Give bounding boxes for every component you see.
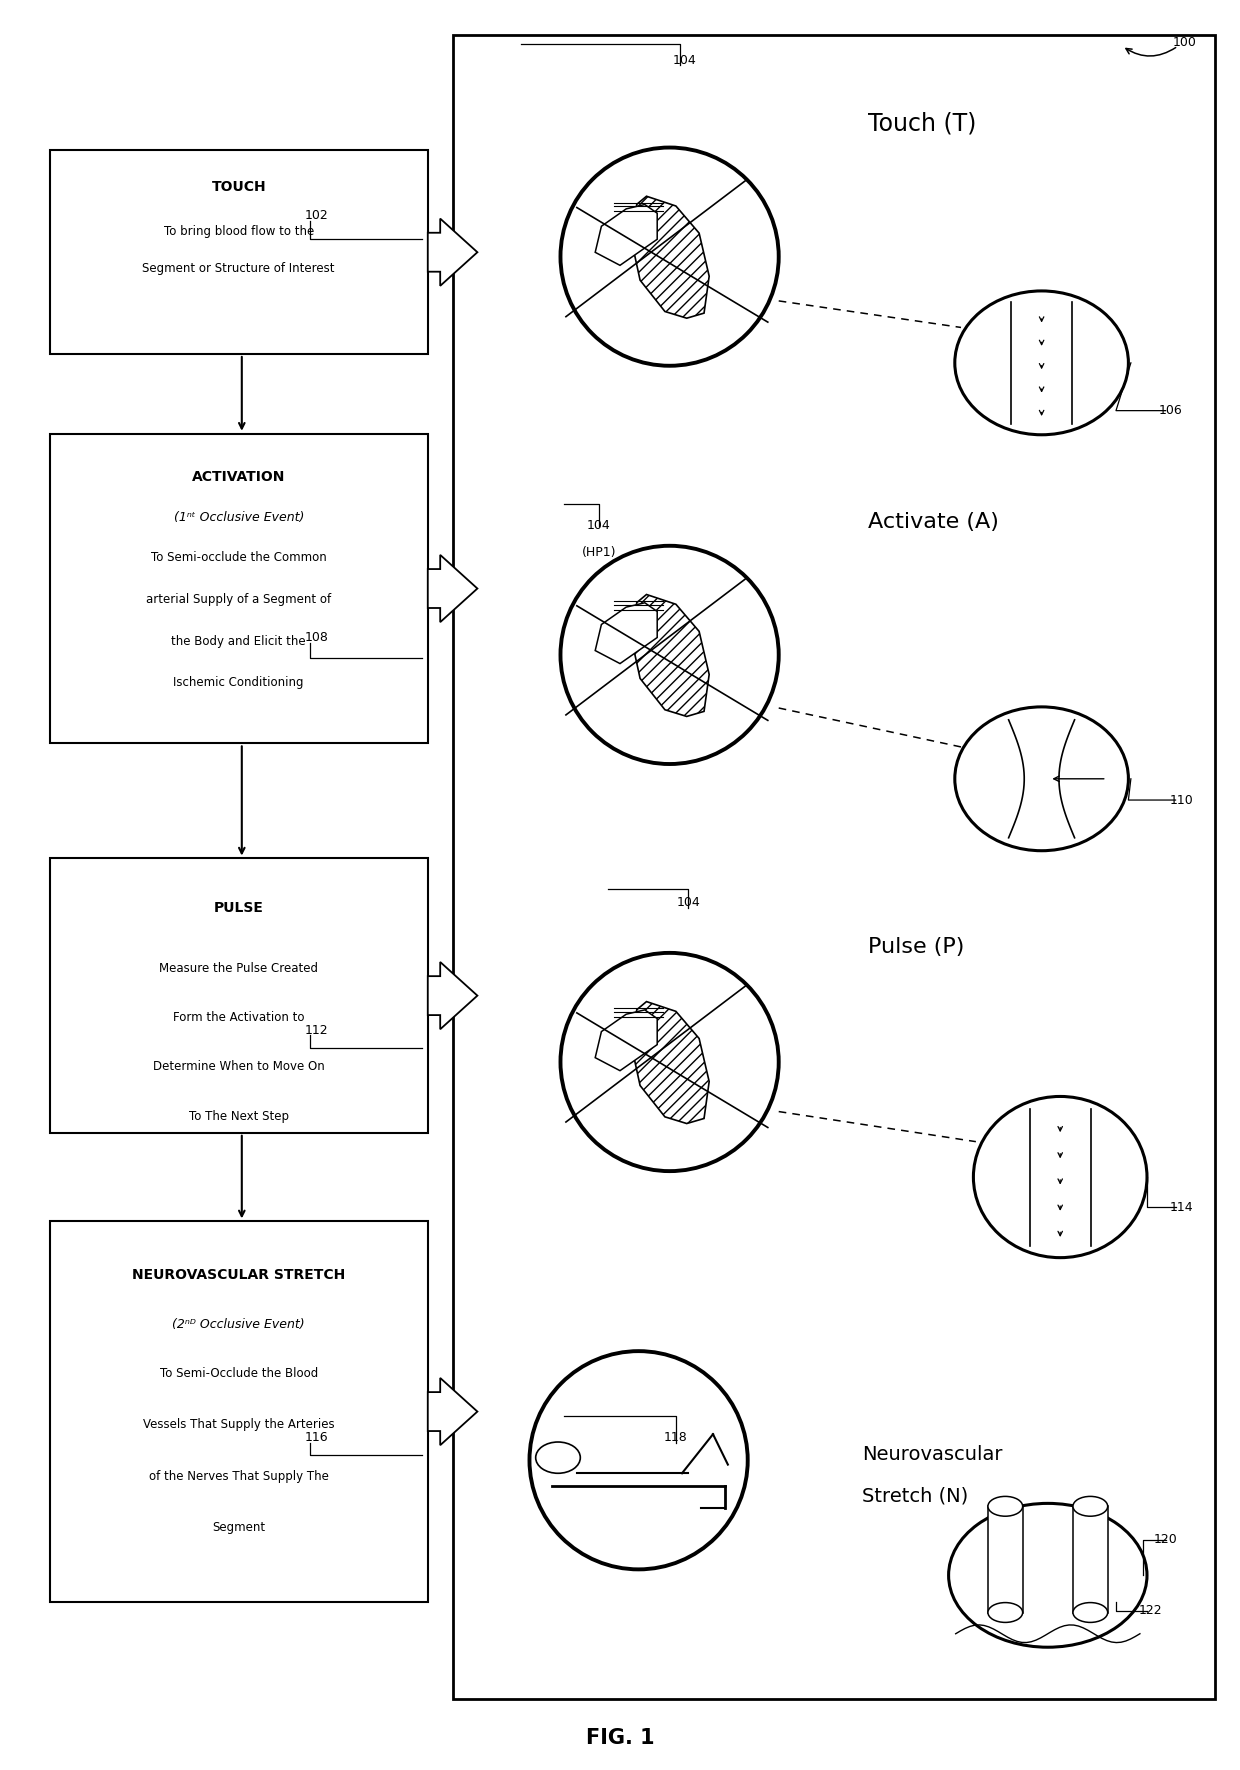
- Text: Measure the Pulse Created: Measure the Pulse Created: [159, 961, 319, 975]
- Text: 104: 104: [587, 519, 611, 533]
- Text: ACTIVATION: ACTIVATION: [192, 471, 285, 483]
- Text: To Semi-Occlude the Blood: To Semi-Occlude the Blood: [160, 1366, 317, 1381]
- Ellipse shape: [560, 545, 779, 765]
- Ellipse shape: [988, 1602, 1023, 1623]
- Ellipse shape: [1073, 1602, 1107, 1623]
- Text: (HP1): (HP1): [582, 545, 616, 559]
- Text: 110: 110: [1169, 793, 1194, 807]
- Polygon shape: [428, 963, 477, 1028]
- Ellipse shape: [955, 290, 1128, 435]
- Ellipse shape: [560, 952, 779, 1172]
- Text: 116: 116: [304, 1430, 329, 1444]
- Text: Ischemic Conditioning: Ischemic Conditioning: [174, 676, 304, 690]
- Text: 100: 100: [1172, 35, 1197, 50]
- Ellipse shape: [536, 1443, 580, 1473]
- Ellipse shape: [529, 1351, 748, 1570]
- Polygon shape: [631, 1002, 709, 1124]
- Text: To bring blood flow to the: To bring blood flow to the: [164, 225, 314, 239]
- Text: of the Nerves That Supply The: of the Nerves That Supply The: [149, 1469, 329, 1483]
- Text: Vessels That Supply the Arteries: Vessels That Supply the Arteries: [143, 1418, 335, 1432]
- Text: Activate (A): Activate (A): [868, 512, 999, 533]
- Text: To The Next Step: To The Next Step: [188, 1110, 289, 1122]
- Text: FIG. 1: FIG. 1: [585, 1728, 655, 1749]
- Polygon shape: [595, 1011, 657, 1071]
- Polygon shape: [631, 595, 709, 717]
- Text: (2ⁿᴰ Occlusive Event): (2ⁿᴰ Occlusive Event): [172, 1317, 305, 1331]
- Text: Determine When to Move On: Determine When to Move On: [153, 1060, 325, 1073]
- Ellipse shape: [988, 1496, 1023, 1517]
- Text: Segment: Segment: [212, 1520, 265, 1535]
- Text: arterial Supply of a Segment of: arterial Supply of a Segment of: [146, 593, 331, 605]
- Polygon shape: [428, 556, 477, 621]
- Text: NEUROVASCULAR STRETCH: NEUROVASCULAR STRETCH: [133, 1267, 345, 1281]
- Text: TOUCH: TOUCH: [211, 181, 267, 195]
- Text: Touch (T): Touch (T): [868, 112, 976, 136]
- Text: Pulse (P): Pulse (P): [868, 936, 965, 958]
- Ellipse shape: [949, 1503, 1147, 1648]
- Text: 120: 120: [1153, 1533, 1178, 1547]
- Text: 118: 118: [663, 1430, 688, 1444]
- Text: PULSE: PULSE: [213, 901, 264, 915]
- Text: 114: 114: [1169, 1200, 1194, 1214]
- FancyBboxPatch shape: [50, 858, 428, 1133]
- Text: 108: 108: [304, 630, 329, 644]
- Ellipse shape: [973, 1096, 1147, 1258]
- Text: Stretch (N): Stretch (N): [862, 1487, 968, 1504]
- Polygon shape: [428, 1377, 477, 1444]
- Text: To Semi-occlude the Common: To Semi-occlude the Common: [151, 550, 326, 565]
- Polygon shape: [595, 205, 657, 266]
- FancyBboxPatch shape: [50, 434, 428, 743]
- Text: 112: 112: [304, 1023, 329, 1037]
- Text: 104: 104: [672, 53, 697, 67]
- Ellipse shape: [1073, 1496, 1107, 1517]
- Polygon shape: [428, 218, 477, 285]
- FancyBboxPatch shape: [50, 150, 428, 354]
- Text: Neurovascular: Neurovascular: [862, 1446, 1002, 1464]
- Text: 122: 122: [1138, 1604, 1163, 1618]
- Text: (1ⁿᵗ Occlusive Event): (1ⁿᵗ Occlusive Event): [174, 512, 304, 524]
- Text: the Body and Elicit the: the Body and Elicit the: [171, 635, 306, 648]
- Text: Form the Activation to: Form the Activation to: [172, 1011, 305, 1025]
- Text: 102: 102: [304, 209, 329, 223]
- FancyBboxPatch shape: [50, 1221, 428, 1602]
- Text: 104: 104: [676, 896, 701, 910]
- Text: Segment or Structure of Interest: Segment or Structure of Interest: [143, 262, 335, 274]
- FancyBboxPatch shape: [988, 1506, 1023, 1612]
- Polygon shape: [631, 196, 709, 319]
- Polygon shape: [595, 604, 657, 664]
- FancyBboxPatch shape: [1073, 1506, 1107, 1612]
- Ellipse shape: [955, 706, 1128, 851]
- Text: 106: 106: [1158, 404, 1183, 418]
- FancyBboxPatch shape: [453, 35, 1215, 1699]
- Ellipse shape: [560, 147, 779, 366]
